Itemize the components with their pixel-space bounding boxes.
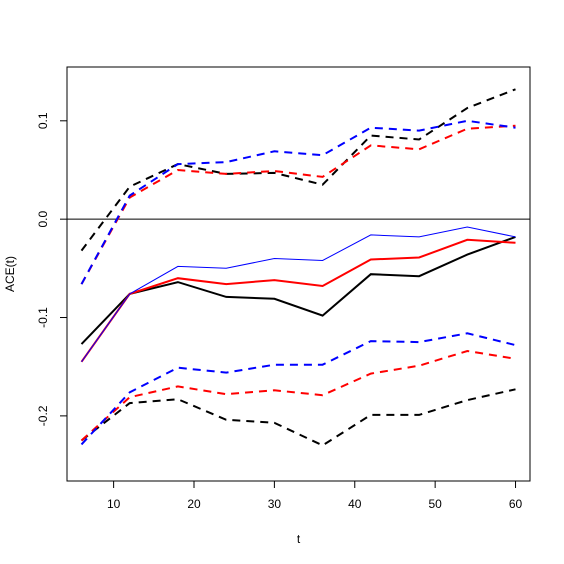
x-tick-label: 40 <box>348 497 362 511</box>
y-tick-label: 0.0 <box>36 210 50 227</box>
plot-frame <box>66 66 531 482</box>
x-tick-label: 60 <box>509 497 523 511</box>
series-line-5 <box>80 124 516 285</box>
series-line-8 <box>80 349 516 442</box>
series-line-2 <box>80 238 516 363</box>
x-axis-title: t <box>297 532 301 546</box>
series-line-4 <box>80 88 516 252</box>
x-tick-label: 30 <box>268 497 282 511</box>
y-axis-title: ACE(t) <box>3 256 17 292</box>
series-line-7 <box>80 388 516 447</box>
series-line-3 <box>81 226 516 363</box>
series-layer <box>67 88 530 447</box>
series-line-6 <box>80 119 516 285</box>
y-tick-label: -0.1 <box>36 307 50 328</box>
y-tick-label: 0.1 <box>36 112 50 129</box>
series-line-1 <box>80 235 516 345</box>
x-tick-label: 20 <box>187 497 201 511</box>
x-tick-label: 50 <box>428 497 442 511</box>
series-line-9 <box>80 332 516 446</box>
y-tick-label: -0.2 <box>36 405 50 426</box>
x-tick-label: 10 <box>107 497 121 511</box>
